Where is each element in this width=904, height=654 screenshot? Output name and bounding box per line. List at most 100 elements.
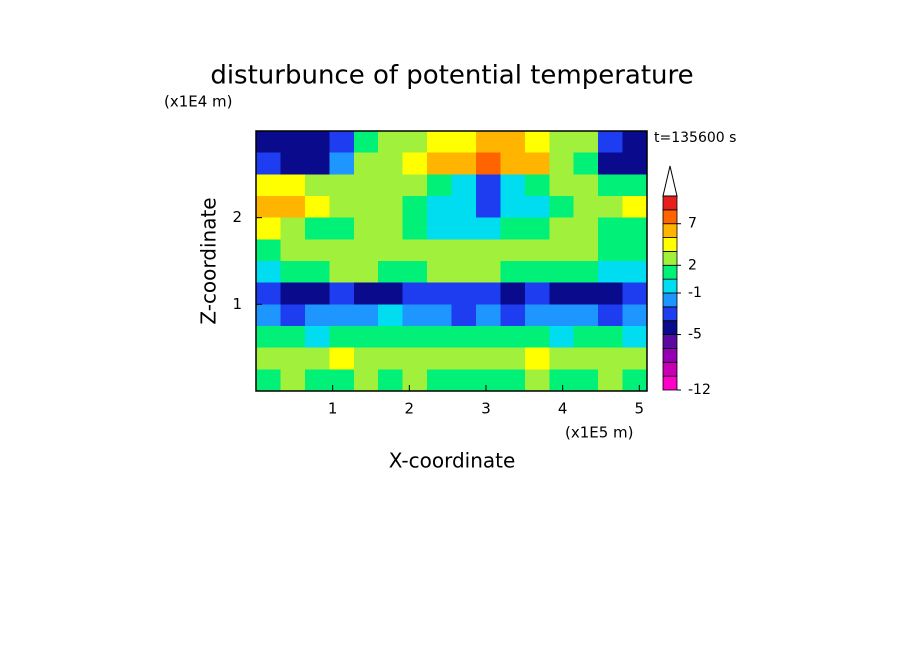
- contour-cell: [451, 282, 477, 305]
- contour-cell: [524, 239, 550, 262]
- contour-cell: [304, 282, 330, 305]
- contour-cell: [524, 131, 550, 154]
- contour-cell: [329, 196, 355, 219]
- contour-cell: [622, 282, 648, 305]
- contour-cell: [475, 261, 501, 284]
- contour-cell: [598, 261, 624, 284]
- contour-cell: [451, 261, 477, 284]
- contour-cell: [256, 282, 281, 305]
- colorbar-segment: [662, 223, 678, 238]
- contour-cell: [451, 304, 477, 327]
- chart-title: disturbunce of potential temperature: [210, 61, 693, 91]
- contour-cell: [304, 131, 330, 154]
- contour-cell: [329, 239, 355, 262]
- contour-cell: [427, 196, 452, 219]
- y-unit: (x1E4 m): [164, 93, 233, 111]
- contour-cell: [329, 152, 355, 175]
- contour-cell: [427, 282, 452, 305]
- contour-cell: [549, 347, 575, 370]
- contour-cell: [280, 326, 306, 349]
- contour-cell: [329, 174, 355, 197]
- contour-cell: [378, 152, 404, 175]
- contour-cell: [598, 152, 624, 175]
- contour-cell: [622, 196, 648, 219]
- contour-cell: [622, 239, 648, 262]
- contour-cell: [256, 152, 281, 175]
- x-tick-label: 2: [405, 400, 415, 418]
- contour-cell: [329, 261, 355, 284]
- contour-cell: [549, 239, 575, 262]
- contour-cell: [451, 196, 477, 219]
- contour-cell: [378, 369, 404, 392]
- contour-cell: [598, 174, 624, 197]
- contour-cell: [329, 282, 355, 305]
- colorbar-segment: [662, 264, 678, 280]
- contour-cell: [353, 304, 379, 327]
- contour-cell: [622, 261, 648, 284]
- contour-cell: [256, 131, 281, 154]
- contour-cell: [280, 131, 306, 154]
- contour-cell: [402, 217, 428, 240]
- contour-cell: [304, 261, 330, 284]
- contour-cell: [475, 174, 501, 197]
- contour-cell: [475, 369, 501, 392]
- contour-cell: [475, 196, 501, 219]
- contour-cell: [378, 131, 404, 154]
- contour-cell: [524, 217, 550, 240]
- contour-cell: [622, 152, 648, 175]
- contour-cell: [622, 304, 648, 327]
- colorbar-segment: [662, 195, 678, 211]
- contour-cell: [256, 261, 281, 284]
- colorbar-segment: [662, 375, 678, 391]
- contour-cell: [500, 174, 526, 197]
- contour-cell: [573, 304, 599, 327]
- contour-cell: [598, 304, 624, 327]
- contour-cell: [549, 304, 575, 327]
- colorbar-tick-label: -5: [688, 327, 702, 343]
- contour-cell: [353, 239, 379, 262]
- colorbar-tick-label: -1: [688, 285, 702, 301]
- contour-cell: [500, 196, 526, 219]
- colorbar-segment: [662, 251, 678, 266]
- contour-cell: [524, 282, 550, 305]
- contour-cell: [402, 369, 428, 392]
- contour-cell: [427, 239, 452, 262]
- contour-cell: [451, 347, 477, 370]
- contour-cell: [280, 174, 306, 197]
- contour-cell: [378, 261, 404, 284]
- contour-cell: [378, 196, 404, 219]
- contour-cell: [598, 369, 624, 392]
- contour-cell: [598, 217, 624, 240]
- contour-cell: [451, 152, 477, 175]
- contour-cell: [378, 326, 404, 349]
- contour-cell: [451, 131, 477, 154]
- colorbar-segment: [662, 292, 678, 308]
- contour-cell: [256, 369, 281, 392]
- contour-cell: [475, 282, 501, 305]
- contour-cell: [353, 347, 379, 370]
- contour-cell: [573, 152, 599, 175]
- contour-cell: [622, 174, 648, 197]
- contour-cell: [549, 369, 575, 392]
- contour-cell: [256, 347, 281, 370]
- colorbar-segment: [662, 306, 678, 322]
- contour-cell: [304, 369, 330, 392]
- y-axis-label: Z-coordinate: [197, 197, 221, 324]
- x-tick-label: 1: [328, 400, 338, 418]
- contour-cell: [304, 347, 330, 370]
- contour-cell: [304, 326, 330, 349]
- contour-cell: [280, 261, 306, 284]
- contour-cell: [427, 326, 452, 349]
- contour-cell: [378, 174, 404, 197]
- contour-cell: [475, 326, 501, 349]
- colorbar-segment: [662, 278, 678, 294]
- contour-cell: [304, 196, 330, 219]
- contour-cell: [402, 239, 428, 262]
- contour-cell: [524, 326, 550, 349]
- x-tick-label: 5: [635, 400, 645, 418]
- contour-cell: [573, 217, 599, 240]
- contour-cell: [402, 282, 428, 305]
- contour-cell: [427, 217, 452, 240]
- contour-cell: [378, 239, 404, 262]
- contour-cell: [573, 174, 599, 197]
